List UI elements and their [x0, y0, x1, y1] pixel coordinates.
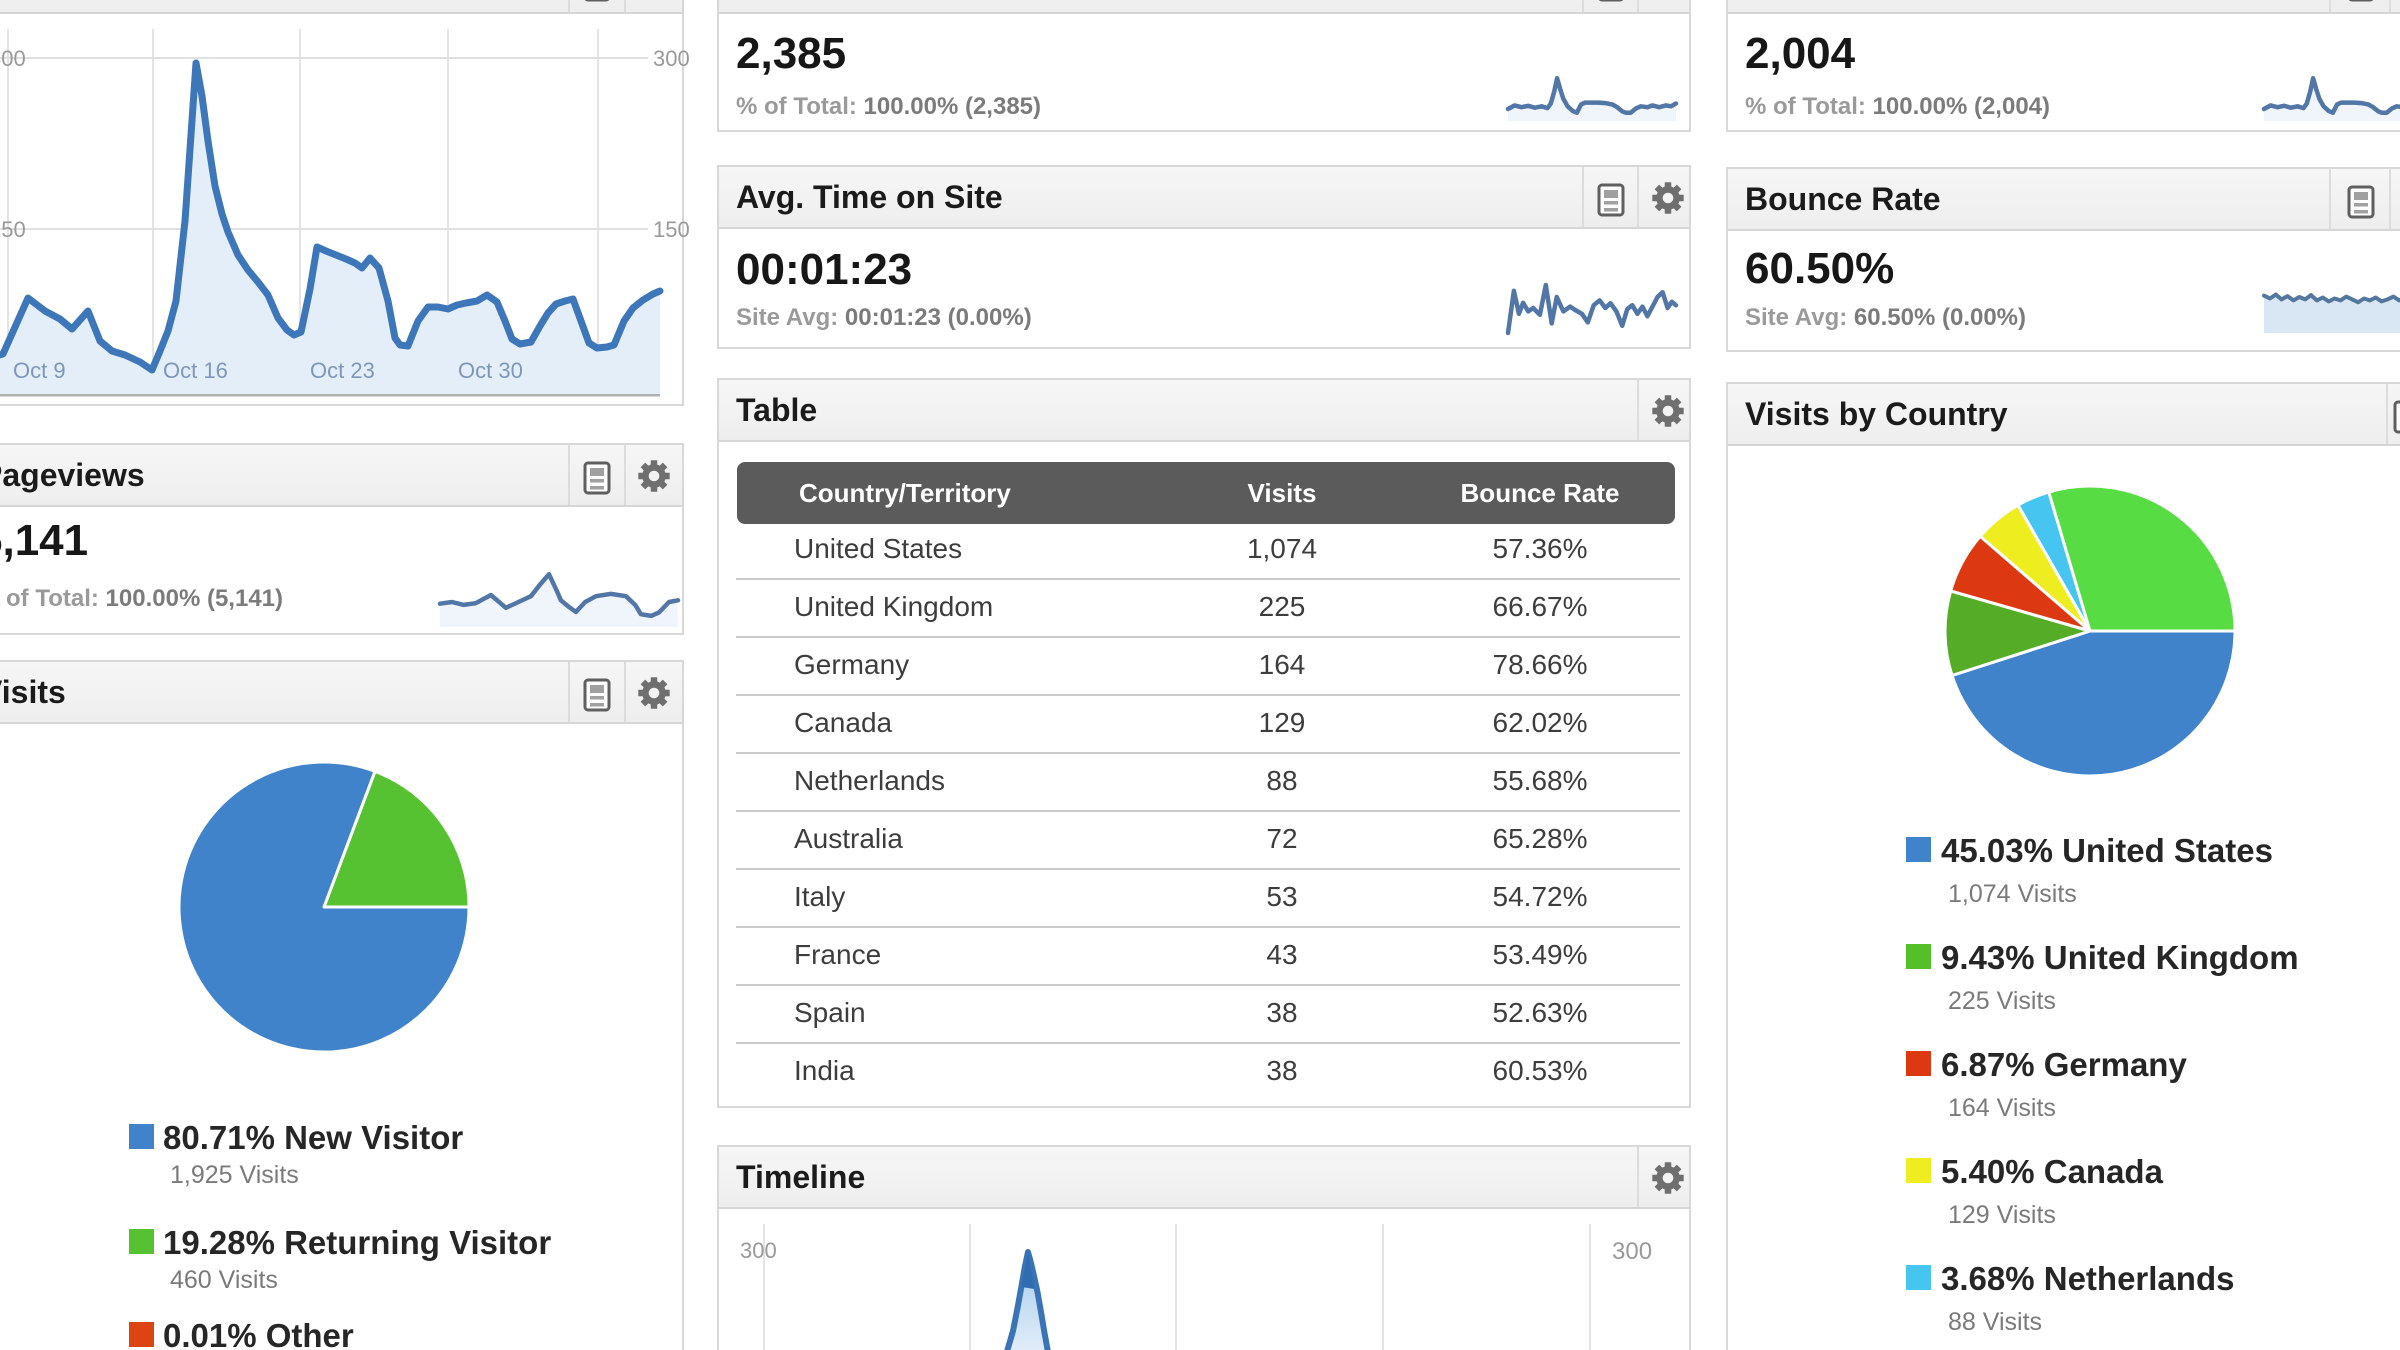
svg-text:Oct 9: Oct 9 — [13, 358, 66, 383]
svg-text:300: 300 — [740, 1238, 777, 1263]
svg-text:300: 300 — [653, 46, 690, 71]
svg-text:300: 300 — [0, 46, 26, 71]
svg-text:Oct 16: Oct 16 — [163, 358, 228, 383]
svg-text:150: 150 — [0, 217, 26, 242]
svg-text:Oct 30: Oct 30 — [458, 358, 523, 383]
svg-text:Oct 23: Oct 23 — [310, 358, 375, 383]
svg-text:150: 150 — [653, 217, 690, 242]
svg-text:300: 300 — [1612, 1238, 1652, 1265]
